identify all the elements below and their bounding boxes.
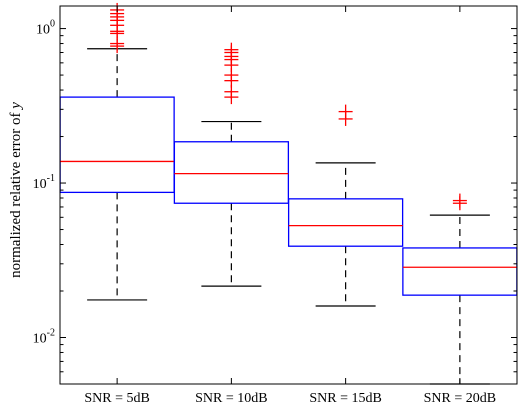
- box-iqr: [173, 141, 290, 204]
- box-iqr: [287, 198, 404, 247]
- box-group-2: [173, 42, 290, 287]
- x-tick-label: SNR = 20dB: [424, 391, 496, 404]
- outlier-marker: [224, 42, 239, 57]
- outlier-marker: [452, 193, 467, 208]
- y-axis-ticks: 100 10-1 10-2: [33, 19, 517, 385]
- box-group-1: [59, 2, 175, 301]
- axes-frame: [59, 5, 518, 385]
- plot-area: [59, 2, 518, 385]
- box-iqr: [402, 247, 518, 296]
- y-axis-title-variable: y: [8, 102, 24, 111]
- y-axis-title-group: normalized relative error of y: [8, 102, 24, 278]
- box-group-3: [287, 104, 404, 307]
- y-tick-label: 100: [36, 19, 55, 38]
- y-axis-title: normalized relative error of y: [8, 102, 24, 278]
- y-axis-title-prefix: normalized relative error of: [8, 109, 24, 278]
- x-tick-label: SNR = 10dB: [195, 391, 267, 404]
- box-group-4: [402, 193, 518, 385]
- y-tick-label: 10-2: [33, 328, 55, 347]
- x-axis-ticks: SNR = 5dB SNR = 10dB SNR = 15dB SNR = 20dB: [84, 6, 496, 404]
- x-tick-label: SNR = 15dB: [309, 391, 381, 404]
- y-tick-label: 10-1: [33, 173, 55, 192]
- box-iqr: [59, 96, 175, 194]
- outlier-marker: [338, 104, 353, 119]
- x-tick-label: SNR = 5dB: [84, 391, 149, 404]
